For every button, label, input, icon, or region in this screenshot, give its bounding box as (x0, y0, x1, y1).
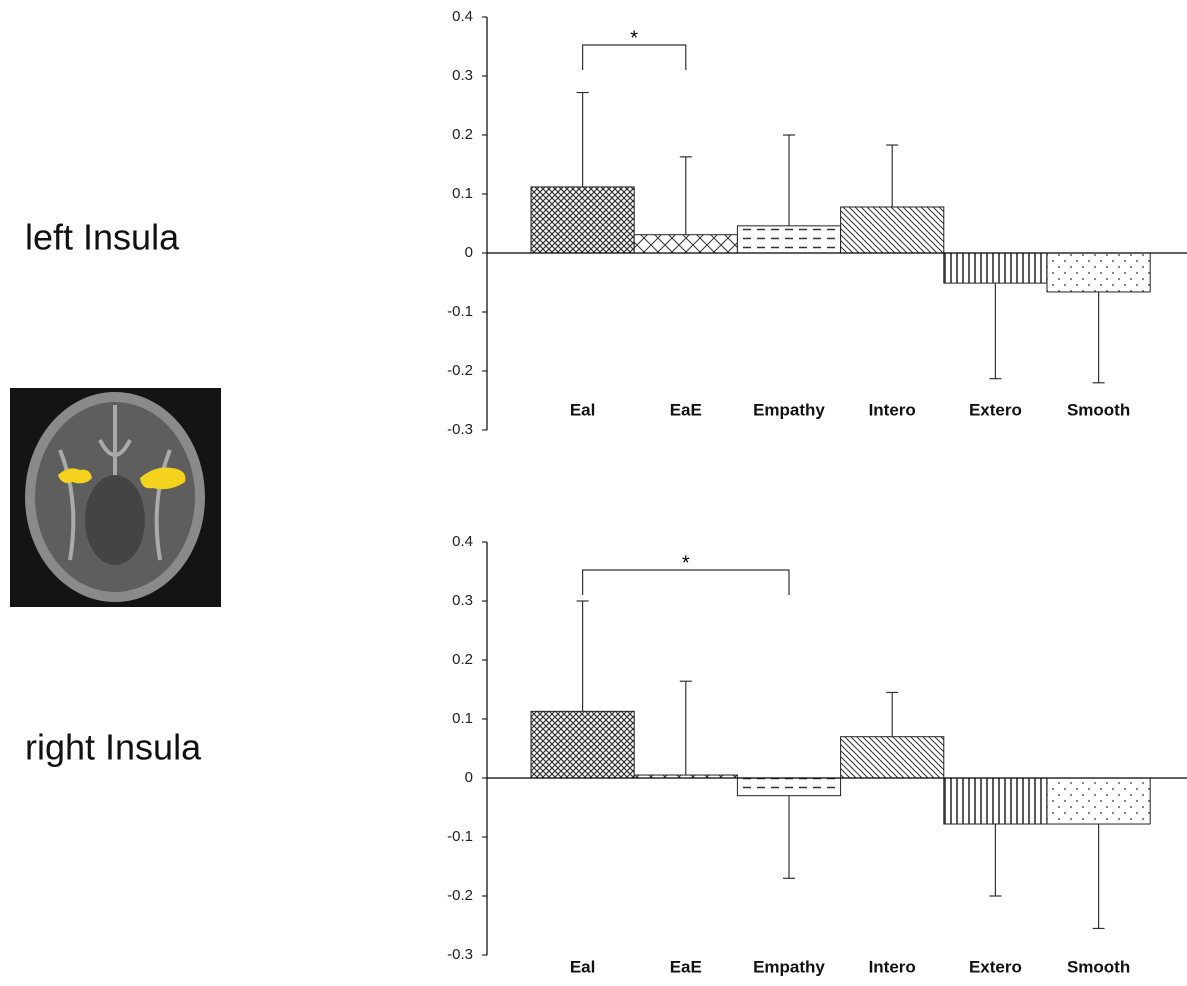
y-tick-label: -0.2 (447, 362, 473, 379)
y-tick-label: 0.1 (452, 185, 473, 202)
bar (1047, 253, 1150, 292)
bar (737, 226, 840, 253)
bar (634, 235, 737, 253)
y-tick-label: 0 (465, 244, 473, 261)
x-tick-label: Extero (969, 400, 1022, 419)
bar (531, 711, 634, 778)
y-tick-label: -0.2 (447, 887, 473, 904)
y-tick-label: 0.4 (452, 533, 473, 550)
y-tick-label: 0.2 (452, 126, 473, 143)
y-tick-label: 0.1 (452, 710, 473, 727)
bar (841, 737, 944, 778)
significance-label: * (630, 27, 638, 49)
brain-image (10, 388, 221, 607)
y-tick-label: -0.3 (447, 421, 473, 438)
panel-label: right Insula (25, 727, 202, 768)
x-tick-label: Eal (570, 400, 596, 419)
panel-label: left Insula (25, 217, 180, 258)
figure: left Insula -0.3 -0.2 -0.1 0 0.1 0.2 0.3 0.4 Eal E… (0, 0, 1187, 981)
x-tick-label: Empathy (753, 400, 825, 419)
significance-label: * (682, 552, 690, 574)
y-tick-label: 0.2 (452, 651, 473, 668)
bar (944, 253, 1047, 283)
y-tick-label: 0 (465, 769, 473, 786)
y-tick-label: -0.1 (447, 303, 473, 320)
y-tick-label: 0.3 (452, 67, 473, 84)
bar (841, 207, 944, 253)
bar (531, 187, 634, 253)
y-tick-label: 0.4 (452, 8, 473, 25)
bar (944, 778, 1047, 824)
bar (1047, 778, 1150, 824)
y-tick-label: -0.3 (447, 946, 473, 963)
x-tick-label: Extero (969, 957, 1022, 976)
x-tick-label: Eal (570, 957, 596, 976)
x-tick-label: Smooth (1067, 400, 1130, 419)
x-tick-label: EaE (670, 957, 702, 976)
bar (737, 778, 840, 796)
y-tick-label: 0.3 (452, 592, 473, 609)
x-tick-label: Empathy (753, 957, 825, 976)
x-tick-label: Intero (869, 957, 916, 976)
x-tick-label: EaE (670, 400, 702, 419)
y-tick-label: -0.1 (447, 828, 473, 845)
x-tick-label: Intero (869, 400, 916, 419)
x-tick-label: Smooth (1067, 957, 1130, 976)
